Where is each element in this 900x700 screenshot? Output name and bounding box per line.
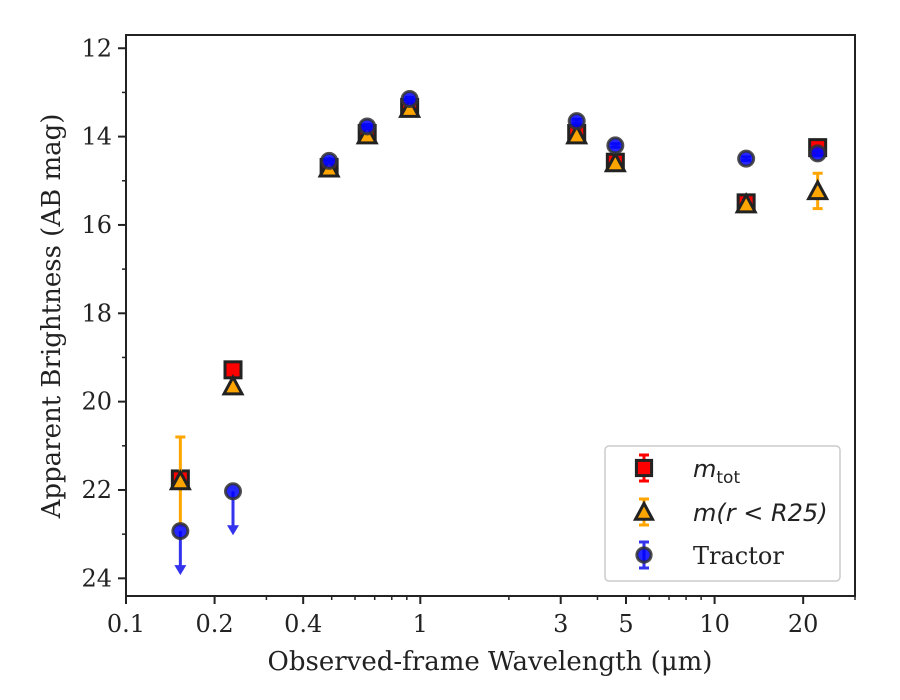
data-point-tractor: [737, 149, 756, 168]
legend-marker-mtot: [634, 458, 654, 478]
x-tick-label: 10: [699, 610, 730, 638]
data-point-mr25: [565, 123, 589, 145]
y-tick-label: 14: [81, 123, 112, 151]
x-tick-label: 5: [618, 610, 633, 638]
data-point-mr25: [806, 178, 830, 201]
series-tractor: [171, 90, 827, 576]
data-point-tractor: [808, 144, 827, 163]
legend-label-tractor: Tractor: [693, 542, 784, 570]
series-mtot: [170, 97, 828, 489]
y-tick-label: 12: [81, 34, 112, 62]
y-tick-label: 20: [81, 388, 112, 416]
data-point-tractor: [400, 90, 419, 109]
legend-marker-mr25: [632, 500, 656, 521]
y-tick-label: 16: [81, 211, 112, 239]
legend-label-mr25: m(r < R25): [693, 499, 828, 527]
y-tick-label: 18: [81, 299, 112, 327]
data-point-tractor: [567, 112, 586, 131]
x-tick-label: 0.4: [284, 610, 322, 638]
x-tick-label: 1: [413, 610, 428, 638]
legend-box: [604, 445, 841, 582]
upper-limit-arrowhead: [174, 565, 187, 576]
legend-marker-tractor: [635, 546, 653, 564]
data-point-mr25: [603, 150, 627, 173]
data-point-tractor: [606, 136, 625, 155]
axes: 12 14 16 18 20 22 24 0.1 0.2 0.4 1 3 5 10 20: [81, 34, 856, 638]
upper-limit-arrowhead: [227, 525, 240, 536]
y-tick-label: 22: [81, 476, 112, 504]
data-point-tractor: [320, 151, 339, 170]
x-tick-label: 0.2: [196, 610, 234, 638]
x-tick-label: 20: [788, 610, 819, 638]
plot-frame: [125, 34, 856, 597]
data-point-mr25: [221, 374, 245, 396]
y-axis-label: Apparent Brightness (AB mag): [37, 114, 67, 520]
data-point-tractor: [171, 522, 190, 541]
y-tick-label: 24: [81, 564, 112, 592]
x-tick-label: 0.1: [107, 610, 145, 638]
data-point-mr25: [398, 96, 422, 118]
plot-area: [168, 90, 830, 576]
x-tick-label: 3: [553, 610, 568, 638]
data-point-mr25: [734, 192, 758, 214]
data-point-tractor: [224, 482, 243, 501]
data-point-tractor: [358, 117, 377, 136]
data-point-mr25: [168, 468, 192, 491]
x-axis-label: Observed-frame Wavelength (μm): [268, 647, 713, 677]
